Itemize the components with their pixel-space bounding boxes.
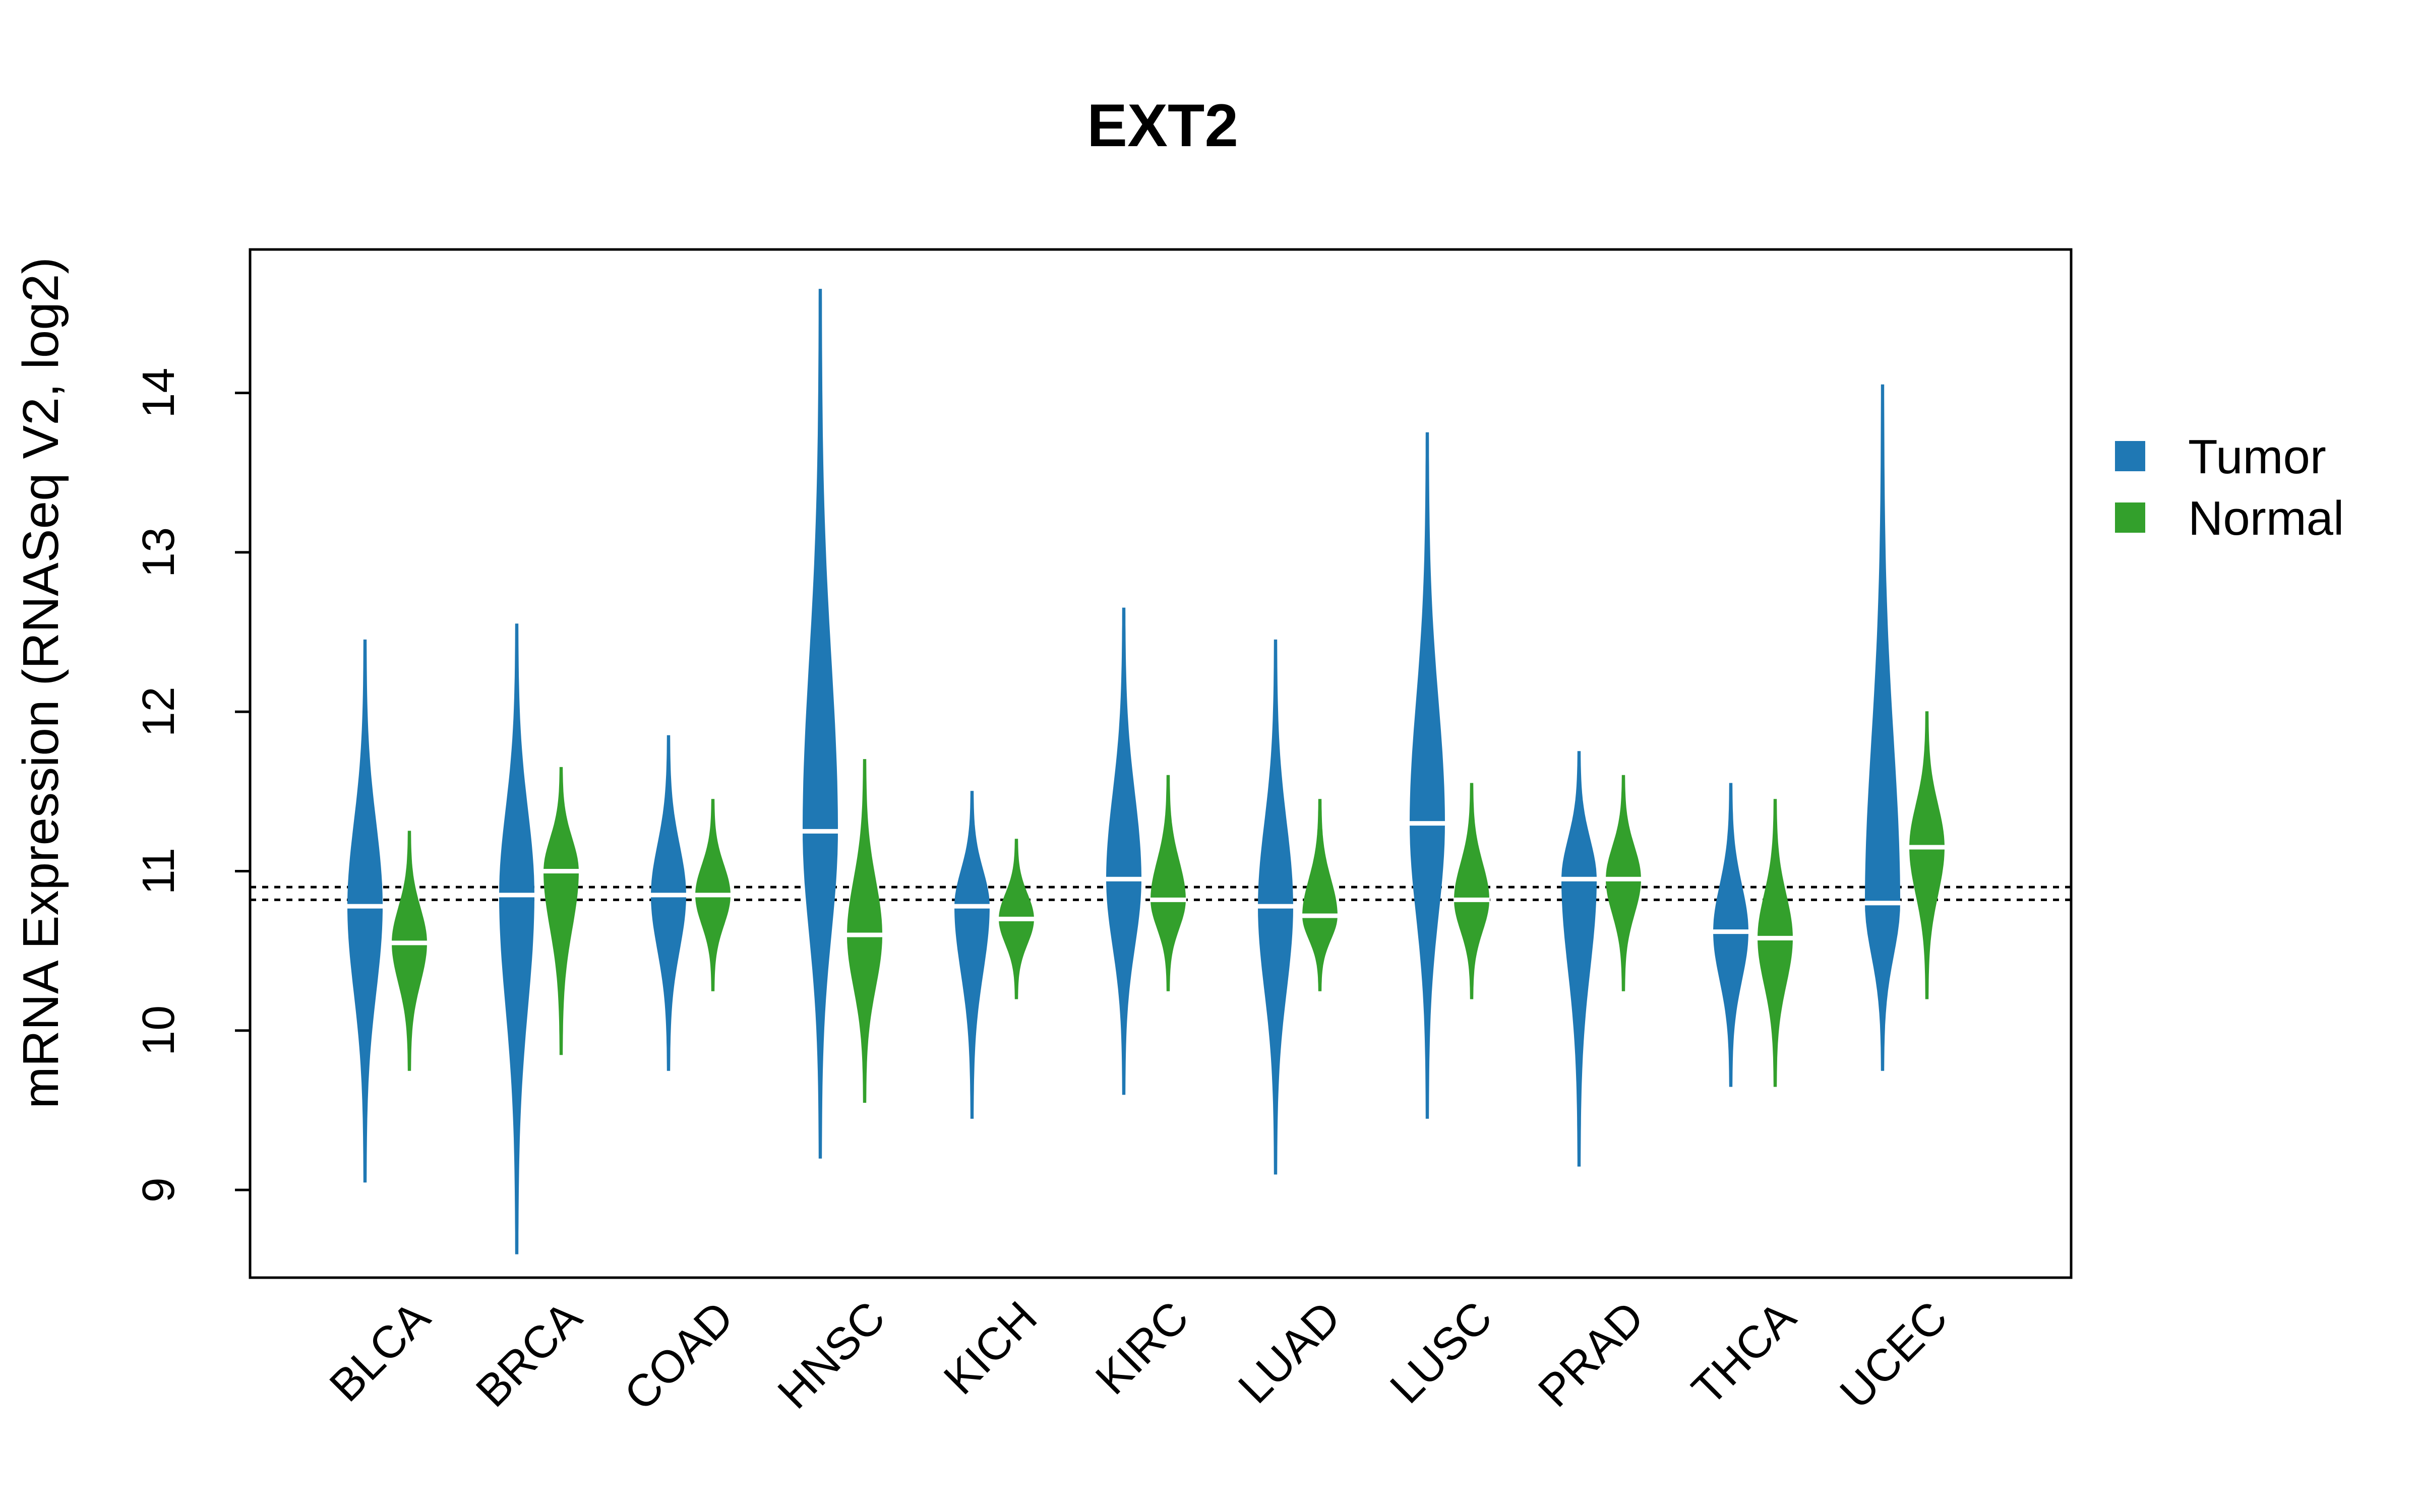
x-tick-label: LUSC xyxy=(1381,1292,1502,1413)
x-axis: BLCA BRCA COAD HNSC KICH KIRC LUAD LUSC PRAD THCA… xyxy=(320,1292,1957,1420)
y-tick-label: 14 xyxy=(134,368,184,418)
legend-swatch-normal xyxy=(2115,502,2145,533)
violin-tumor-hnsc xyxy=(802,289,838,1159)
x-tick-label: BRCA xyxy=(467,1292,592,1417)
violin-normal-blca xyxy=(391,831,428,1071)
x-tick-label: KICH xyxy=(934,1292,1047,1404)
violin-tumor-coad xyxy=(650,735,687,1071)
violin-tumor-thca xyxy=(1713,783,1749,1087)
x-tick-label: LUAD xyxy=(1229,1292,1350,1413)
y-tick-label: 10 xyxy=(134,1005,184,1056)
violin-tumor-kich xyxy=(954,791,990,1119)
violin-tumor-prad xyxy=(1561,751,1597,1167)
violin-tumor-ucec xyxy=(1864,384,1901,1071)
violin-normal-prad xyxy=(1605,775,1642,991)
plot-frame xyxy=(249,248,2073,1279)
y-tick-label: 13 xyxy=(134,527,184,578)
violin-normal-hnsc xyxy=(846,759,883,1103)
x-tick-label: UCEC xyxy=(1831,1292,1957,1418)
violin-normal-lusc xyxy=(1454,783,1490,999)
y-axis: 9 10 11 12 13 14 xyxy=(134,368,250,1203)
x-tick-label: BLCA xyxy=(320,1292,440,1411)
violin-normal-kirc xyxy=(1150,775,1186,991)
legend: Tumor Normal xyxy=(2115,430,2344,545)
violin-normal-luad xyxy=(1302,799,1338,991)
legend-label-normal: Normal xyxy=(2188,491,2344,545)
y-tick-label: 9 xyxy=(134,1177,184,1203)
plot-area xyxy=(250,289,2071,1254)
x-tick-label: THCA xyxy=(1682,1292,1805,1415)
violin-normal-thca xyxy=(1757,799,1793,1087)
y-tick-label: 11 xyxy=(134,848,184,895)
violin-tumor-brca xyxy=(499,623,535,1254)
violin-normal-brca xyxy=(543,767,579,1055)
chart-title: EXT2 xyxy=(1087,92,1238,159)
violin-tumor-lusc xyxy=(1409,432,1445,1119)
x-tick-label: PRAD xyxy=(1529,1292,1654,1417)
violin-tumor-kirc xyxy=(1106,607,1142,1095)
x-tick-label: COAD xyxy=(615,1292,744,1420)
violin-normal-ucec xyxy=(1909,711,1945,999)
x-tick-label: HNSC xyxy=(768,1292,895,1418)
legend-swatch-tumor xyxy=(2115,441,2145,471)
legend-label-tumor: Tumor xyxy=(2188,430,2326,484)
y-axis-label: mRNA Expression (RNASeq V2, log2) xyxy=(13,257,69,1109)
x-tick-label: KIRC xyxy=(1086,1292,1198,1404)
violin-tumor-blca xyxy=(347,639,383,1183)
y-tick-label: 12 xyxy=(134,686,184,737)
